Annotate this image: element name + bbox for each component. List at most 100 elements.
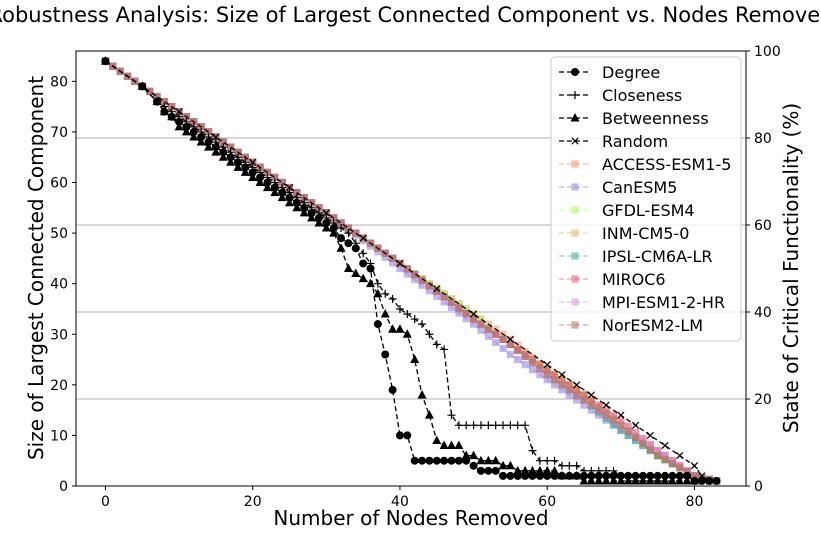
data-point [609,411,618,419]
data-point [226,157,236,166]
y-tick-label: 10 [50,428,68,444]
data-point [580,471,589,480]
data-point [411,276,419,284]
data-point [219,143,228,152]
data-point [617,421,625,429]
legend-label: INM-CM5-0 [602,224,689,243]
data-point [410,456,419,465]
data-point [521,352,529,361]
data-point [322,213,331,222]
data-point [440,456,449,465]
plot-frame [75,50,747,487]
y2-tick-label: 80 [754,131,772,147]
data-point [520,465,530,475]
legend-label: NorESM2-LM [602,316,703,335]
legend-marker [571,91,579,99]
data-point [424,410,434,419]
data-point [255,177,265,187]
legend-label: MIROC6 [602,270,666,289]
data-point [558,386,566,394]
data-point [160,97,168,106]
data-point [469,315,478,323]
data-point [204,132,213,141]
data-point [631,421,640,429]
data-point [454,456,463,465]
data-point [433,292,441,300]
y-axis: 0 10 20 30 40 50 60 70 80 [50,74,76,495]
y-tick-label: 0 [59,479,68,495]
y2-tick-label: 100 [754,44,781,60]
legend-marker [571,206,579,214]
y-tick-label: 30 [50,327,68,343]
y2-tick-label: 40 [754,305,772,321]
legend-entry: GFDL-ESM4 [559,201,695,220]
data-point [469,320,478,328]
data-point [558,381,566,389]
data-point [682,475,692,485]
data-point [550,465,560,475]
data-point [240,167,250,176]
data-point [395,304,404,313]
data-point [513,421,522,430]
series-closeness [101,57,684,480]
data-point [175,112,184,121]
legend-entry: IPSL-CM6A-LR [559,247,712,266]
data-point [204,142,214,151]
data-point [329,218,338,227]
data-point [395,324,405,333]
data-point [300,203,309,212]
data-point [292,193,301,202]
y2-axis: 0 20 40 60 80 100 [746,44,781,495]
data-point [454,440,464,450]
data-point [285,197,295,207]
legend-entry: Closeness [559,86,682,105]
data-point [469,310,478,318]
data-point [631,475,641,485]
data-point [491,466,500,475]
data-point [469,461,478,470]
legend-label: Degree [602,63,660,82]
data-point [609,471,618,480]
data-point [388,324,398,333]
data-point [263,178,272,187]
data-point [601,475,611,485]
data-point [543,371,551,379]
legend-entry: ACCESS-ESM1-5 [559,155,731,174]
data-point [204,138,213,147]
data-point [624,431,632,440]
data-point [314,217,324,227]
x-axis-label: Number of Nodes Removed [273,506,548,530]
data-point [623,475,633,485]
data-point [476,455,486,465]
data-point [351,268,361,278]
data-point [602,471,611,480]
data-point [359,249,368,258]
data-point [182,122,191,131]
data-point [499,344,507,353]
x-tick-label: 0 [101,494,110,510]
data-point [211,138,220,147]
data-point [477,320,485,328]
data-point [314,213,323,222]
data-point [499,335,507,343]
data-point [609,420,618,428]
data-point [352,229,360,237]
data-point [343,263,353,272]
data-point [542,465,552,475]
data-point [653,475,663,485]
data-point [425,456,434,465]
data-point [410,354,420,364]
data-point [690,472,699,480]
data-point [174,121,184,131]
data-point [337,219,345,227]
y-tick-label: 50 [50,226,68,242]
data-point [418,281,426,289]
data-point [277,192,287,202]
legend-entry: CanESM5 [559,178,677,197]
data-point [175,108,183,116]
data-point [594,466,603,475]
data-point [204,128,213,136]
series-line [105,60,695,482]
y-tick-label: 60 [50,176,68,192]
legend-marker [571,137,579,145]
